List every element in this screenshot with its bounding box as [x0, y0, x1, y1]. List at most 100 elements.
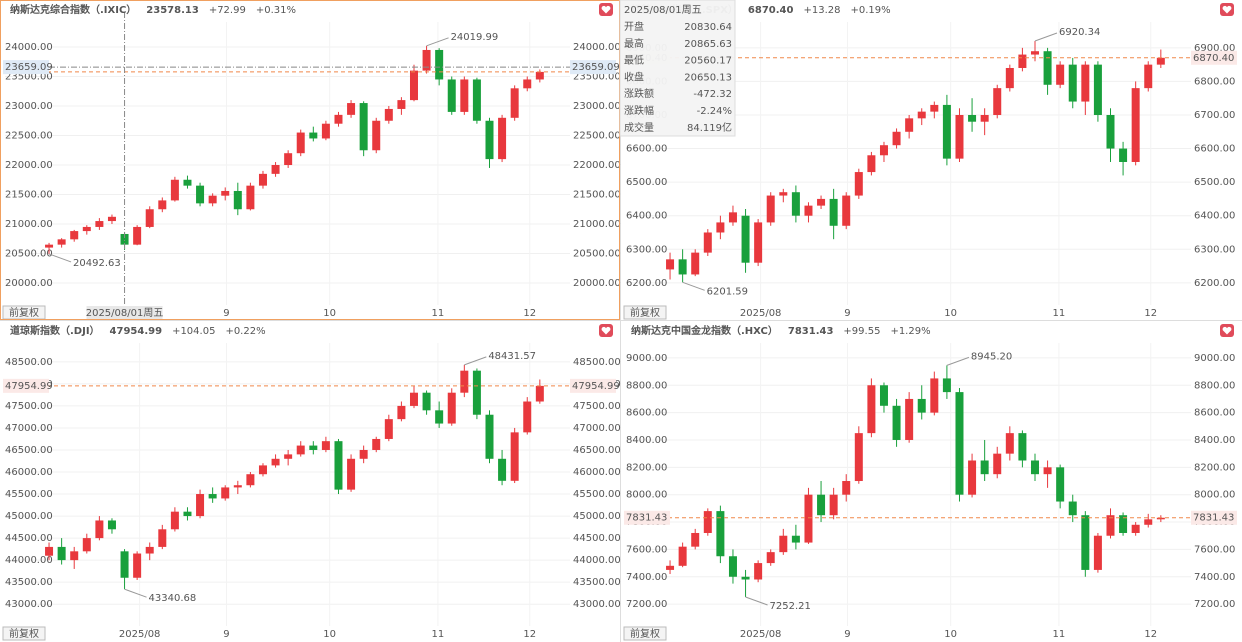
y-tick-label: 6500.00: [626, 177, 667, 188]
candle-body: [829, 494, 838, 516]
header-last: 23578.13: [146, 5, 199, 16]
header-title: 纳斯达克中国金龙指数（.HXC）: [631, 324, 778, 337]
candle-body: [196, 185, 205, 204]
candle-body: [510, 88, 519, 118]
chart-panel: 7200.00 7200.00 7400.00 7400.00 7600.00 7600.…: [623, 324, 1237, 641]
y-tick-label: 46500.00: [5, 445, 53, 456]
favorite-heart[interactable]: [1222, 5, 1232, 14]
candle-body: [485, 414, 494, 459]
candle-body: [221, 190, 230, 196]
candle-body: [716, 222, 725, 233]
favorite-heart[interactable]: [601, 5, 611, 14]
tooltip-value: 20830.64: [684, 22, 732, 33]
candle-body: [716, 511, 725, 557]
candle-body: [447, 79, 456, 112]
adjust-button[interactable]: [623, 626, 667, 641]
candle-body: [523, 79, 532, 89]
candle-body: [334, 441, 343, 490]
candle-body: [955, 392, 964, 495]
x-tick-label: 10: [323, 308, 336, 319]
x-tick-label: 10: [944, 308, 957, 319]
tooltip-date: 2025/08/01周五: [624, 4, 702, 16]
adjust-button-label[interactable]: 前复权: [630, 306, 660, 319]
candle-body: [472, 370, 481, 415]
y-tick-label: 6600.00: [626, 144, 667, 155]
last-price-label: 47954.99: [5, 381, 53, 392]
candle-body: [817, 494, 826, 516]
candle-body: [1068, 64, 1077, 102]
y-tick-label: 44000.00: [573, 555, 621, 566]
annotation-leader: [682, 281, 705, 291]
candle-body: [728, 556, 737, 577]
candle-body: [754, 563, 763, 580]
chart-panel: 6200.00 6200.00 6300.00 6300.00 6400.00 6400.…: [623, 3, 1237, 320]
favorite-heart[interactable]: [1222, 326, 1232, 335]
candle-body: [45, 546, 54, 556]
candle-body: [854, 172, 863, 196]
favorite-heart[interactable]: [601, 326, 611, 335]
y-tick-label: 6600.00: [1194, 144, 1235, 155]
tooltip-value: 20650.13: [684, 72, 732, 83]
candle-body: [196, 494, 205, 517]
candle-body: [334, 114, 343, 124]
candle-body: [246, 474, 255, 486]
header-change: +104.05: [172, 326, 215, 337]
header-change-pct: +0.22%: [225, 326, 265, 337]
candle-body: [754, 222, 763, 263]
x-tick-label: 10: [323, 629, 336, 640]
candle-body: [70, 551, 79, 561]
y-tick-label: 48500.00: [573, 357, 621, 368]
adjust-button[interactable]: [623, 305, 667, 320]
y-tick-label: 43500.00: [573, 577, 621, 588]
candle-body: [208, 195, 217, 204]
candle-body: [82, 226, 91, 232]
candle-body: [57, 546, 66, 561]
crosshair-label-bg: [570, 60, 616, 75]
y-tick-label: 47000.00: [573, 423, 621, 434]
candle-body: [435, 49, 444, 80]
header-title: 道琼斯指数（.DJI）: [10, 324, 100, 337]
candle-body: [1156, 57, 1165, 65]
adjust-button[interactable]: [2, 626, 46, 641]
candle-body: [82, 538, 91, 552]
y-tick-label: 43000.00: [5, 599, 53, 610]
candle-body: [1106, 515, 1115, 536]
y-tick-label: 21500.00: [5, 190, 53, 201]
candle-body: [968, 114, 977, 122]
candle-body: [107, 216, 116, 222]
y-tick-label: 20500.00: [5, 248, 53, 259]
x-tick-label: 11: [432, 308, 445, 319]
candle-body: [1018, 433, 1027, 461]
y-tick-label: 47000.00: [5, 423, 53, 434]
y-tick-label: 7400.00: [1194, 572, 1235, 583]
candle-body: [791, 535, 800, 543]
y-tick-label: 21000.00: [5, 219, 53, 230]
candle-body: [258, 173, 267, 186]
candle-body: [703, 232, 712, 253]
x-tick-label: 9: [844, 629, 850, 640]
last-price-label-bg: [570, 378, 616, 393]
y-tick-label: 22500.00: [573, 131, 621, 142]
y-tick-label: 9000.00: [626, 353, 667, 364]
candle-body: [170, 179, 179, 201]
y-tick-label: 6700.00: [1194, 110, 1235, 121]
chart-panel: 43000.00 43000.00 43500.00 43500.00 44000.00…: [2, 324, 621, 641]
candle-body: [95, 520, 104, 539]
candle-body: [183, 511, 192, 517]
candle-body: [741, 576, 750, 580]
candle-body: [535, 385, 544, 402]
header-change-pct: +0.19%: [850, 5, 890, 16]
low-annotation: 6201.59: [707, 286, 748, 297]
adjust-button-label[interactable]: 前复权: [9, 306, 39, 319]
tooltip-label: 最高: [624, 37, 644, 50]
candle-body: [447, 392, 456, 424]
x-tick-label: 2025/08: [740, 308, 782, 319]
x-tick-label: 12: [523, 629, 536, 640]
header-change-pct: +1.29%: [890, 326, 930, 337]
candle-body: [980, 114, 989, 122]
y-tick-label: 20000.00: [5, 278, 53, 289]
adjust-button-label[interactable]: 前复权: [630, 627, 660, 640]
y-tick-label: 22500.00: [5, 131, 53, 142]
adjust-button-label[interactable]: 前复权: [9, 627, 39, 640]
y-tick-label: 6400.00: [1194, 211, 1235, 222]
